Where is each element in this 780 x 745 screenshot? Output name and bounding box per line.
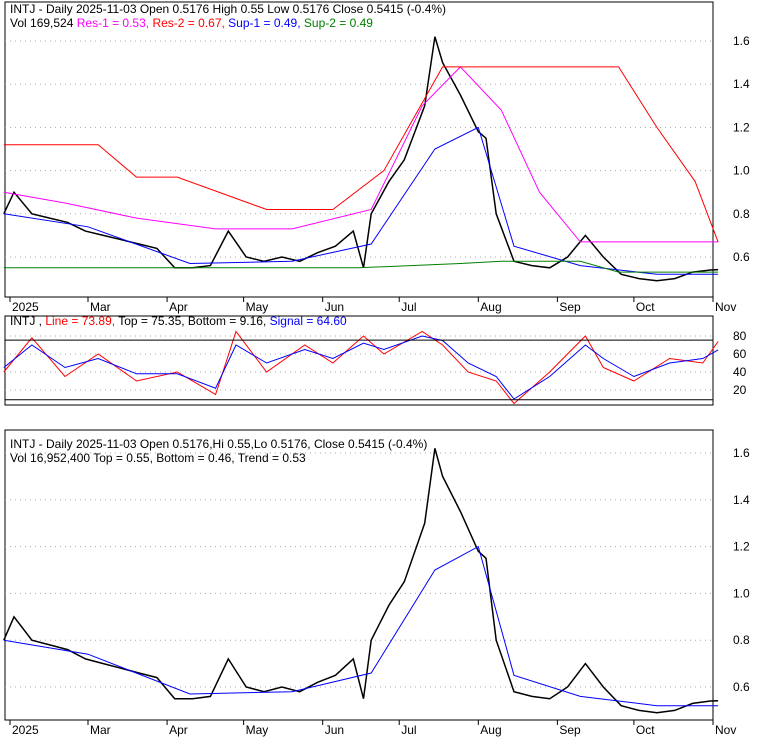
header-part: Top = 0.55,	[93, 451, 156, 465]
series-close-trend	[3, 448, 719, 714]
header-part: INTJ ,	[10, 314, 45, 328]
header-part: Trend = 0.53	[238, 451, 306, 465]
series-close	[3, 36, 719, 282]
header-part: INTJ - Daily 2025-11-03 Open 0.5176 High…	[10, 2, 446, 16]
y-tick-label: 1.4	[733, 77, 750, 91]
x-tick-label: Jul	[401, 723, 416, 737]
panel-frame-0	[4, 1, 714, 298]
x-tick-label: Apr	[169, 723, 188, 737]
y-tick-label: 0.8	[733, 633, 750, 647]
panel-header: INTJ - Daily 2025-11-03 Open 0.5176,Hi 0…	[10, 437, 427, 451]
x-tick-label: Nov	[715, 723, 736, 737]
series-res-red	[3, 66, 719, 243]
y-tick-label: 1.0	[733, 586, 750, 600]
x-tick-label: 2025	[12, 300, 39, 314]
y-tick-label: 1.4	[733, 493, 750, 507]
series-sup-blue	[3, 126, 719, 275]
y-tick-label: 0.6	[733, 680, 750, 694]
x-tick-label: Aug	[480, 300, 501, 314]
y-tick-label: 60	[733, 347, 747, 361]
x-tick-label: Sep	[559, 723, 581, 737]
header-part: Res-1 = 0.53,	[77, 16, 153, 30]
y-tick-label: 1.2	[733, 120, 750, 134]
header-part: Bottom = 0.46,	[156, 451, 238, 465]
panel-frame-2	[4, 429, 714, 721]
x-tick-label: Oct	[636, 300, 655, 314]
header-part: INTJ - Daily 2025-11-03 Open 0.5176,Hi 0…	[10, 437, 427, 451]
panel-header: INTJ , Line = 73.89, Top = 75.35, Bottom…	[10, 314, 347, 328]
x-tick-label: 2025	[12, 723, 39, 737]
series-line	[3, 330, 719, 405]
header-part: Vol 16,952,400	[10, 451, 93, 465]
x-tick-label: Sep	[559, 300, 581, 314]
y-tick-label: 0.6	[733, 250, 750, 264]
series-res-magenta	[3, 66, 719, 243]
header-part: Vol 169,524	[10, 16, 77, 30]
header-part: Line = 73.89,	[45, 314, 118, 328]
y-tick-label: 1.6	[733, 446, 750, 460]
x-tick-label: Mar	[90, 723, 111, 737]
header-part: Sup-2 = 0.49	[304, 16, 373, 30]
y-tick-label: 80	[733, 329, 747, 343]
header-part: Top = 75.35,	[118, 314, 188, 328]
x-tick-label: Jun	[325, 723, 344, 737]
x-tick-label: Jun	[325, 300, 344, 314]
y-tick-label: 1.6	[733, 34, 750, 48]
y-tick-label: 0.8	[733, 207, 750, 221]
x-tick-label: May	[246, 723, 269, 737]
x-tick-label: Mar	[90, 300, 111, 314]
series-trend-ma	[3, 545, 719, 707]
x-tick-label: Apr	[169, 300, 188, 314]
y-tick-label: 1.2	[733, 540, 750, 554]
x-tick-label: Aug	[480, 723, 501, 737]
y-tick-label: 1.0	[733, 164, 750, 178]
header-part: Sup-1 = 0.49,	[228, 16, 304, 30]
panel-header: Vol 169,524 Res-1 = 0.53, Res-2 = 0.67, …	[10, 16, 373, 30]
header-part: Signal = 64.60	[270, 314, 347, 328]
x-tick-label: May	[246, 300, 269, 314]
x-tick-label: Nov	[715, 300, 736, 314]
x-tick-label: Oct	[636, 723, 655, 737]
header-part: Bottom = 9.16,	[188, 314, 270, 328]
x-tick-label: Jul	[401, 300, 416, 314]
panel-frame-1	[4, 315, 714, 406]
y-tick-label: 20	[733, 383, 747, 397]
series-sup-green	[3, 260, 719, 273]
header-part: Res-2 = 0.67,	[152, 16, 228, 30]
panel-header: INTJ - Daily 2025-11-03 Open 0.5176 High…	[10, 2, 446, 16]
panel-header: Vol 16,952,400 Top = 0.55, Bottom = 0.46…	[10, 451, 306, 465]
y-tick-label: 40	[733, 365, 747, 379]
series-signal	[3, 335, 719, 400]
